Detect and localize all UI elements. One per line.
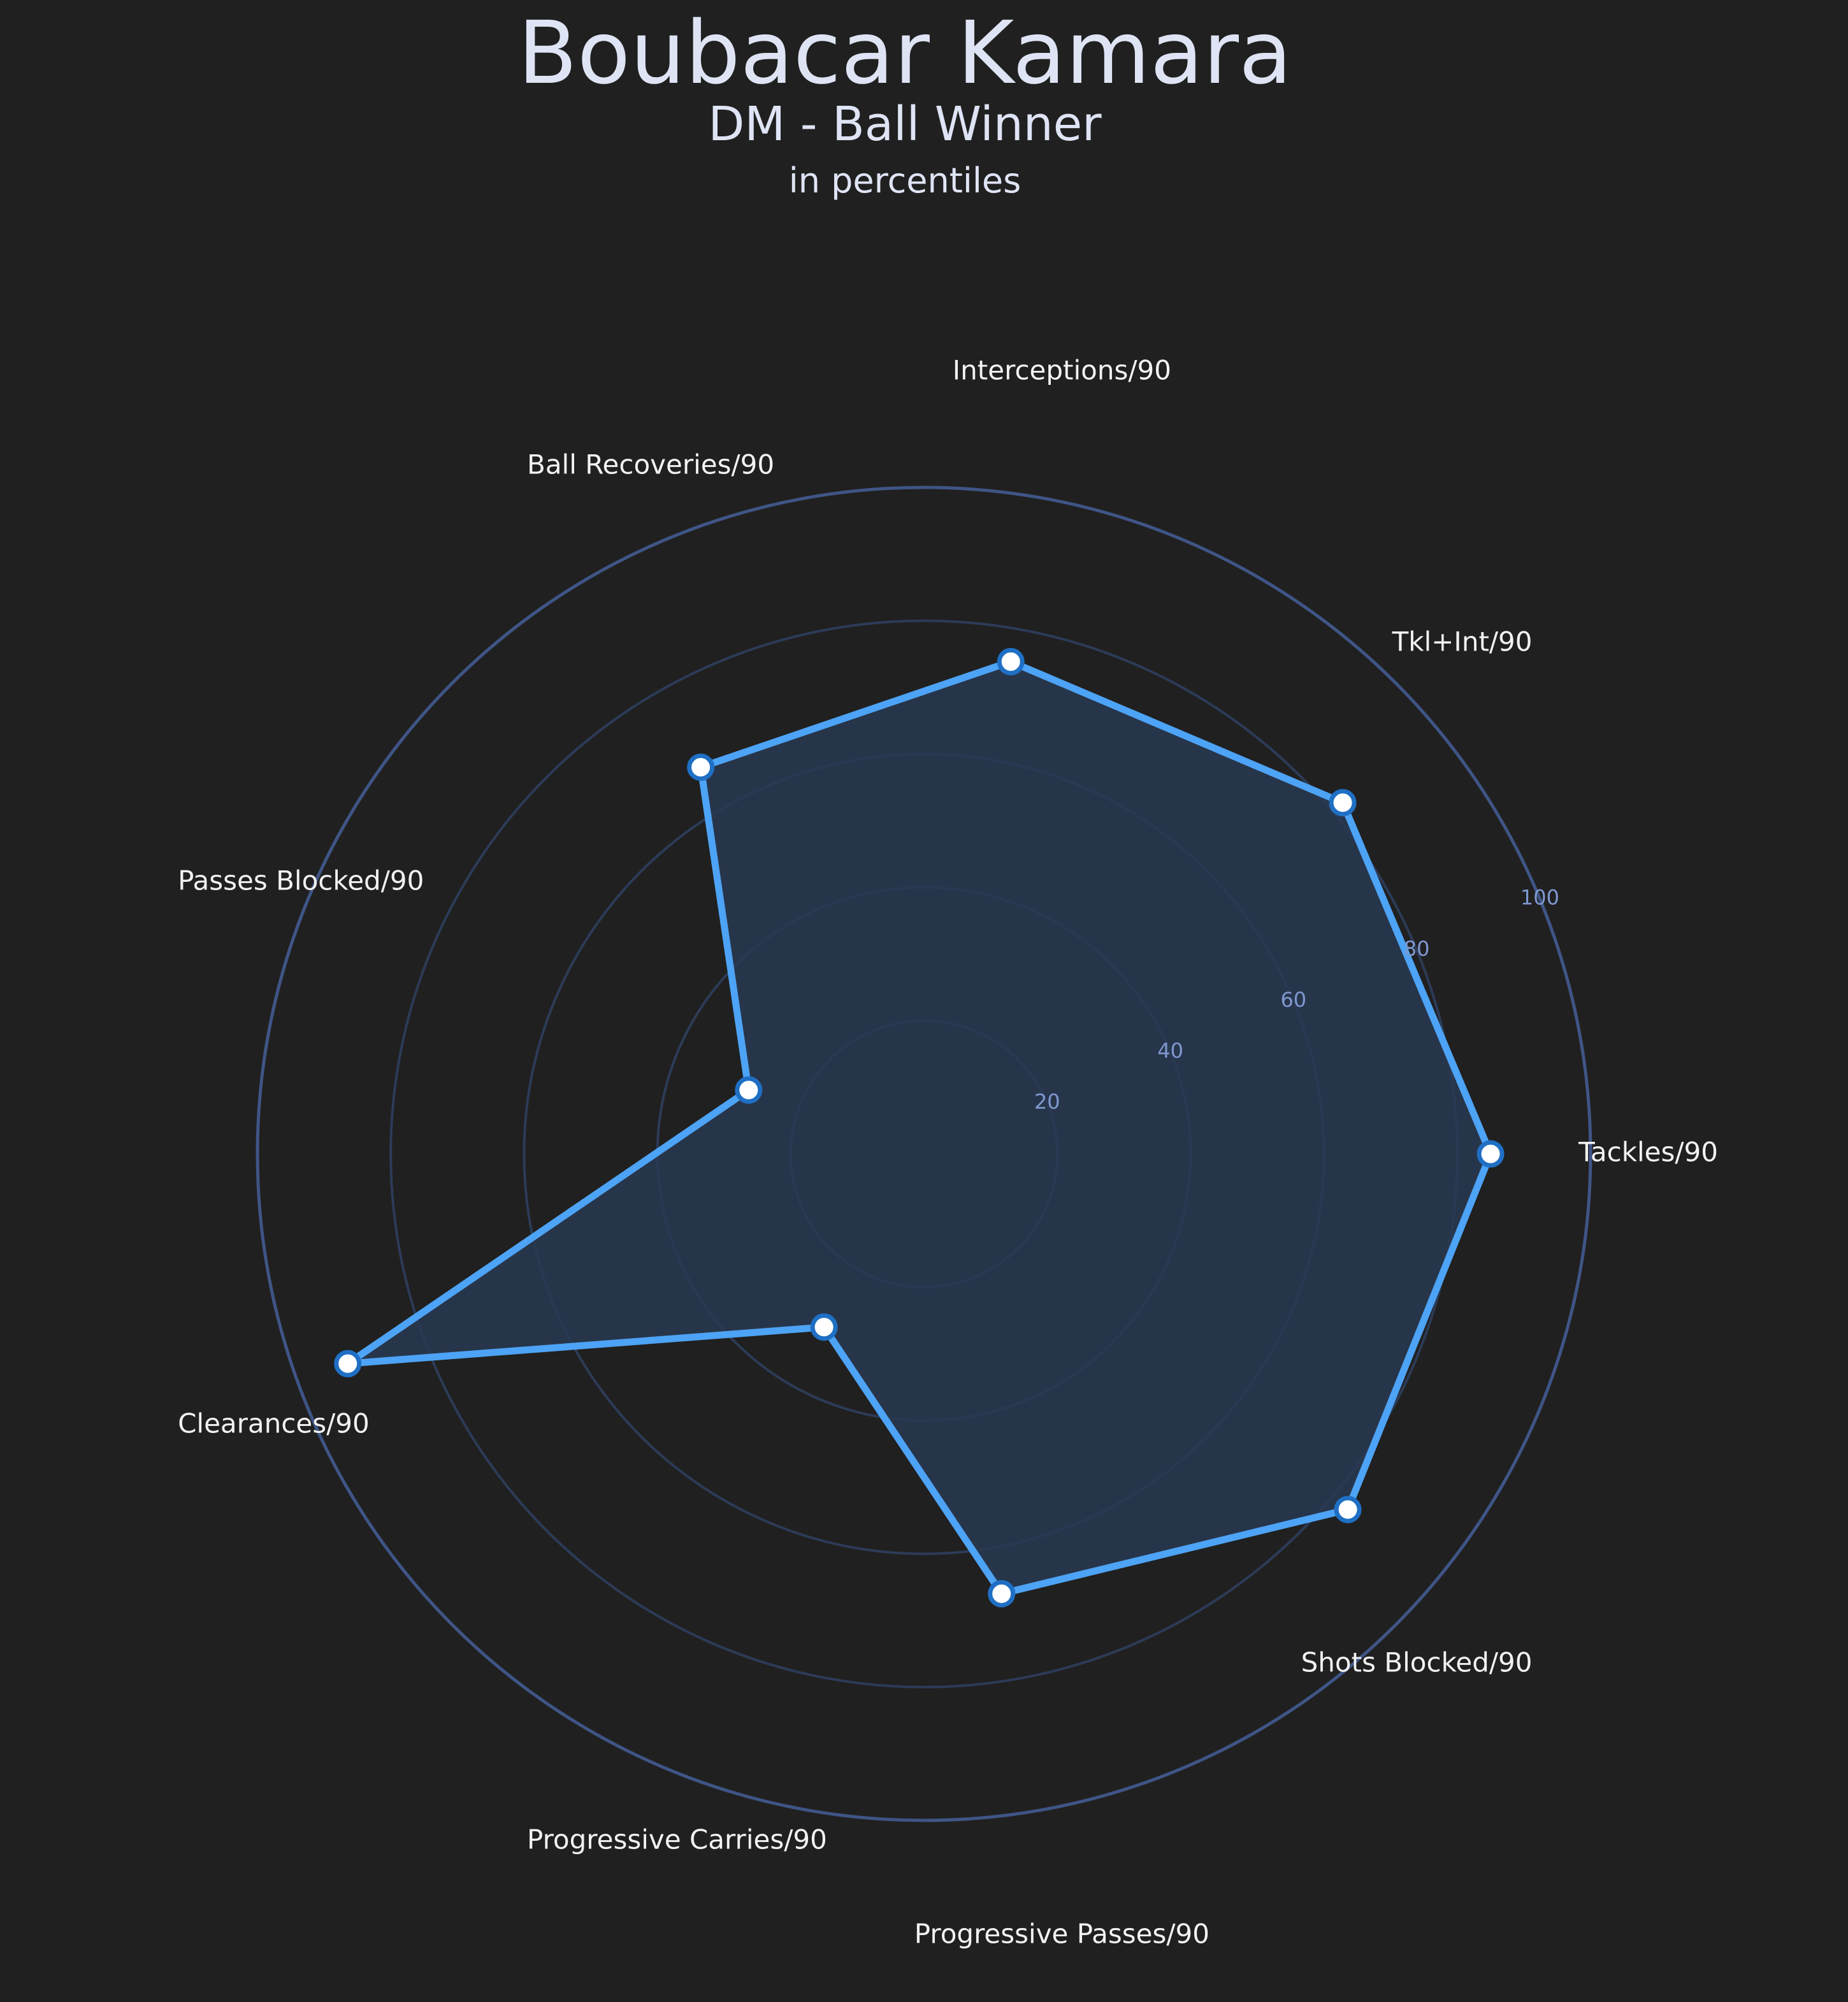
category-label: Clearances/90 <box>178 1408 370 1439</box>
radial-tick-60: 60 <box>1280 988 1306 1012</box>
category-label: Progressive Carries/90 <box>527 1824 827 1855</box>
data-point <box>687 753 715 781</box>
category-label: Passes Blocked/90 <box>178 865 424 896</box>
category-label: Progressive Passes/90 <box>914 1919 1209 1950</box>
category-label: Tackles/90 <box>1578 1137 1718 1168</box>
category-label: Shots Blocked/90 <box>1301 1646 1533 1678</box>
radial-tick-80: 80 <box>1404 937 1430 961</box>
data-point <box>988 1580 1016 1608</box>
radial-tick-labels: 20 40 60 80 100 <box>1034 886 1559 1114</box>
data-point <box>334 1350 362 1378</box>
category-labels: Tackles/90 Tkl+Int/90 Interceptions/90 Ball… <box>178 354 1718 1949</box>
grid-ring-100 <box>256 486 1592 1822</box>
series-area <box>347 661 1491 1594</box>
category-label: Ball Recoveries/90 <box>527 449 774 480</box>
radial-tick-40: 40 <box>1157 1039 1183 1063</box>
category-label: Interceptions/90 <box>953 354 1171 385</box>
radial-tick-100: 100 <box>1520 886 1559 910</box>
data-point <box>997 647 1025 675</box>
category-label: Tkl+Int/90 <box>1392 626 1533 658</box>
chart-subtitle: DM - Ball Winner <box>708 97 1102 152</box>
data-point <box>810 1313 838 1341</box>
data-point <box>1329 789 1357 817</box>
data-points <box>334 647 1505 1608</box>
series-line <box>344 658 1494 1597</box>
data-point <box>1476 1140 1505 1168</box>
chart-caption: in percentiles <box>789 161 1021 201</box>
chart-title: Boubacar Kamara <box>518 3 1292 104</box>
data-point <box>735 1076 763 1104</box>
radial-tick-20: 20 <box>1034 1090 1060 1114</box>
data-point <box>1334 1495 1362 1523</box>
data-area <box>344 658 1494 1597</box>
